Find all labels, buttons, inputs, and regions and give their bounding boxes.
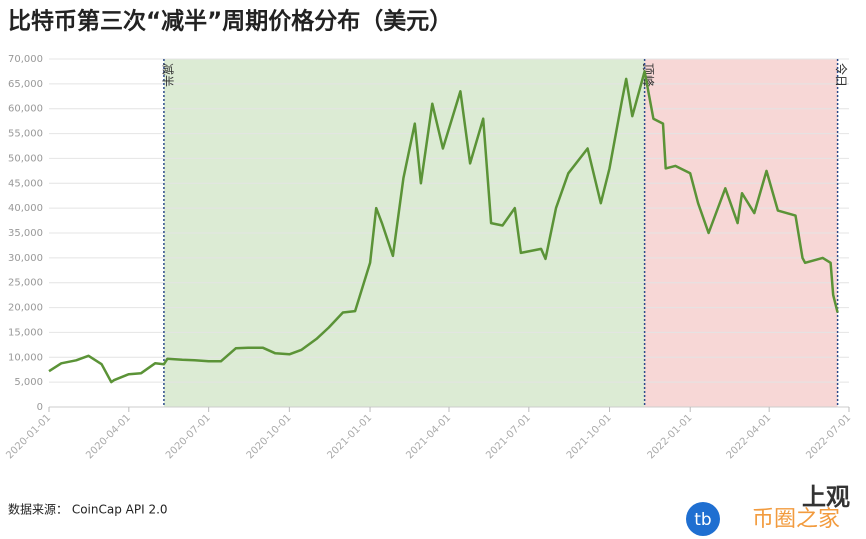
price-line [48,70,839,384]
x-tick-label: 2022-01-01 [646,412,695,461]
x-tick-label: 2022-04-01 [725,412,774,461]
watermark: tb [694,510,711,530]
y-tick-label: 55,000 [8,129,43,140]
y-tick-label: 5,000 [14,377,43,388]
y-tick-label: 35,000 [8,228,43,239]
y-tick-label: 40,000 [8,203,43,214]
y-tick-label: 70,000 [8,54,43,65]
chart-title: 比特币第三次“减半”周期价格分布（美元） [8,8,452,35]
y-tick-label: 30,000 [8,253,43,264]
y-tick-label: 15,000 [8,327,43,338]
y-tick-label: 0 [37,402,43,413]
y-tick-label: 65,000 [8,79,43,90]
annotation-label: 顶峰 [641,63,655,87]
x-tick-label: 2020-10-01 [245,412,294,461]
x-tick-label: 2020-04-01 [84,412,133,461]
x-tick-label: 2021-04-01 [404,412,453,461]
y-tick-label: 10,000 [8,352,43,363]
x-tick-label: 2021-01-01 [325,412,374,461]
y-tick-label: 45,000 [8,178,43,189]
y-tick-label: 60,000 [8,104,43,115]
logo [686,502,720,536]
source: 数据来源： CoinCap API 2.0 [8,502,168,517]
x-tick-label: 2021-10-01 [565,412,614,461]
y-tick-label: 50,000 [8,153,43,164]
x-tick-label: 2020-01-01 [4,412,53,461]
watermark: 币圈之家 [752,507,840,532]
y-tick-label: 20,000 [8,303,43,314]
x-tick-label: 2022-07-01 [804,412,853,461]
y-tick-label: 25,000 [8,278,43,289]
watermark: 上观 [802,483,850,511]
x-tick-label: 2020-07-01 [164,412,213,461]
annotation-label: 减半 [160,63,174,87]
x-tick-label: 2021-07-01 [484,412,533,461]
annotation-label: 今日 [834,63,849,87]
plot-layer [49,58,849,408]
